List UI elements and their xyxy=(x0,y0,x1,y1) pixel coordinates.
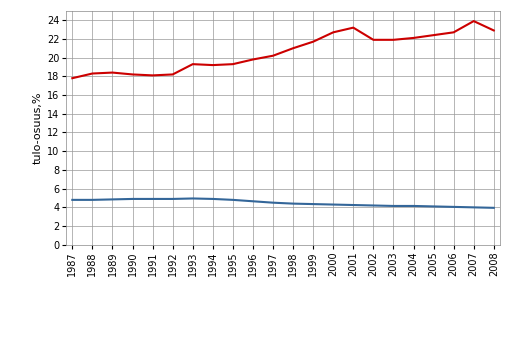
suurituloisin xyxy=(249,57,256,62)
pienituloisin xyxy=(389,204,395,208)
suurituloisin xyxy=(129,72,135,77)
suurituloisin xyxy=(430,33,436,37)
pienituloisin xyxy=(490,206,496,210)
pienituloisin xyxy=(169,197,176,201)
Y-axis label: tulo-osuus,%: tulo-osuus,% xyxy=(33,91,43,164)
suurituloisin xyxy=(149,73,155,77)
suurituloisin xyxy=(269,54,275,58)
suurituloisin xyxy=(329,30,335,35)
suurituloisin xyxy=(89,71,95,76)
pienituloisin xyxy=(189,196,195,201)
pienituloisin xyxy=(89,198,95,202)
suurituloisin xyxy=(490,28,496,33)
suurituloisin xyxy=(449,30,456,35)
Line: suurituloisin: suurituloisin xyxy=(72,21,493,78)
pienituloisin xyxy=(209,197,215,201)
suurituloisin xyxy=(209,63,215,67)
pienituloisin xyxy=(470,205,476,210)
suurituloisin xyxy=(290,46,296,50)
suurituloisin xyxy=(169,72,176,77)
pienituloisin xyxy=(109,197,116,202)
pienituloisin xyxy=(370,203,376,208)
pienituloisin xyxy=(430,204,436,208)
pienituloisin xyxy=(329,202,335,207)
suurituloisin xyxy=(309,40,316,44)
suurituloisin xyxy=(230,62,236,66)
Line: pienituloisin: pienituloisin xyxy=(72,198,493,208)
suurituloisin xyxy=(109,71,116,75)
pienituloisin xyxy=(149,197,155,201)
pienituloisin xyxy=(350,203,356,207)
suurituloisin xyxy=(350,26,356,30)
suurituloisin xyxy=(389,38,395,42)
suurituloisin xyxy=(189,62,195,66)
pienituloisin xyxy=(129,197,135,201)
Legend: suurituloisin, pienituloisin: suurituloisin, pienituloisin xyxy=(177,356,388,360)
pienituloisin xyxy=(449,205,456,209)
suurituloisin xyxy=(410,36,416,40)
pienituloisin xyxy=(290,202,296,206)
pienituloisin xyxy=(309,202,316,206)
suurituloisin xyxy=(470,19,476,23)
suurituloisin xyxy=(370,38,376,42)
pienituloisin xyxy=(230,198,236,202)
suurituloisin xyxy=(69,76,75,80)
pienituloisin xyxy=(69,198,75,202)
pienituloisin xyxy=(410,204,416,208)
pienituloisin xyxy=(269,201,275,205)
pienituloisin xyxy=(249,199,256,203)
